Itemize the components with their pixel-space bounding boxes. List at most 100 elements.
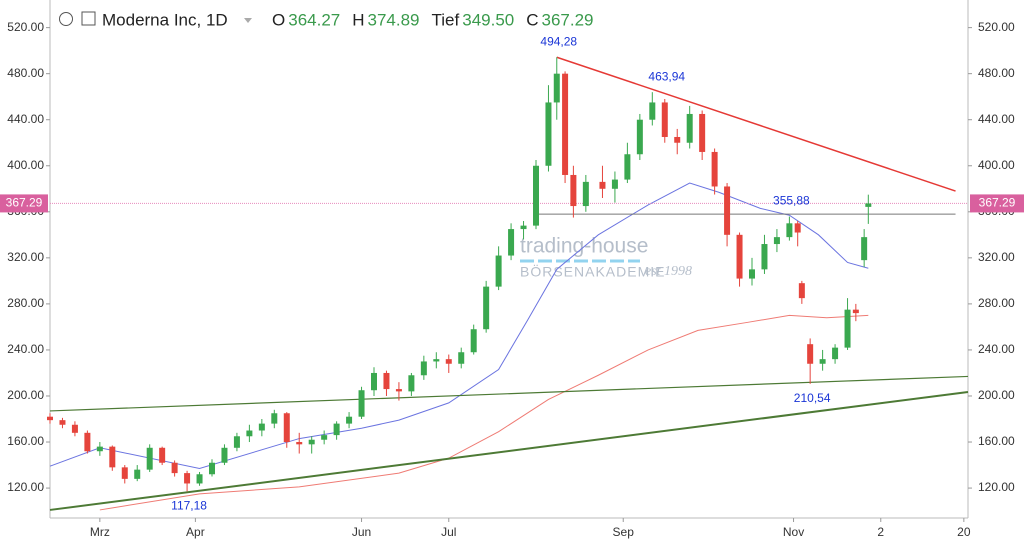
x-tick-label: 20 — [957, 525, 971, 539]
y-tick-label: 320.00 — [7, 250, 44, 264]
ohlc-value: 364.27 — [288, 10, 340, 29]
x-tick-label: Mrz — [90, 525, 110, 539]
ohlc-label: Tief — [432, 10, 460, 29]
candle-body — [861, 237, 868, 261]
candle-body — [96, 446, 103, 452]
y-tick-label: 400.00 — [7, 158, 44, 172]
candle-body — [819, 359, 826, 364]
candle-body — [483, 286, 490, 330]
y-tick-label: 440.00 — [7, 112, 44, 126]
y2-tick-label: 320.00 — [978, 250, 1015, 264]
candle-body — [159, 447, 166, 463]
candle-body — [749, 269, 755, 279]
candle-body — [134, 469, 141, 479]
candle-body — [246, 430, 253, 437]
candle-body — [209, 462, 215, 475]
candle-body — [109, 446, 116, 468]
candle-body — [346, 416, 353, 424]
candle-body — [71, 424, 78, 433]
candle-body — [711, 151, 718, 187]
dropdown-icon[interactable] — [244, 18, 252, 23]
last-price-label: 367.29 — [979, 196, 1016, 210]
x-tick-label: Sep — [613, 525, 635, 539]
candle-body — [761, 244, 768, 270]
y-tick-label: 520.00 — [7, 20, 44, 34]
candle-body — [865, 203, 872, 207]
y2-tick-label: 280.00 — [978, 296, 1015, 310]
trend-line — [49, 375, 969, 412]
collapse-icon[interactable] — [59, 12, 73, 26]
candle-body — [661, 102, 668, 137]
candle-body — [520, 225, 527, 230]
candle-body — [794, 223, 801, 233]
candle-body — [146, 447, 153, 470]
candle-body — [258, 423, 265, 431]
y-tick-label: 280.00 — [7, 296, 44, 310]
candle-body — [844, 309, 851, 348]
candle-body — [599, 181, 606, 189]
candle-body — [445, 359, 452, 364]
candle-body — [611, 179, 618, 189]
candle-body — [773, 237, 780, 245]
candle-body — [233, 436, 240, 448]
candle-body — [221, 447, 228, 463]
candle-body — [171, 462, 178, 474]
candle-body — [121, 467, 128, 479]
candle-body — [333, 423, 340, 436]
last-price-box — [0, 194, 48, 213]
ohlc-label: C — [526, 10, 538, 29]
annotation: 463,94 — [648, 69, 685, 83]
y-tick-label: 120.00 — [7, 480, 44, 494]
y-tick-label: 160.00 — [7, 434, 44, 448]
candle-body — [383, 372, 390, 390]
y2-tick-label: 240.00 — [978, 342, 1015, 356]
y2-tick-label: 400.00 — [978, 158, 1015, 172]
candle-body — [371, 372, 377, 391]
y2-tick-label: 480.00 — [978, 66, 1015, 80]
candle-body — [545, 102, 552, 166]
y2-tick-label: 160.00 — [978, 434, 1015, 448]
candle-body — [420, 361, 427, 376]
trend-line — [49, 390, 969, 511]
ohlc-label: O — [272, 10, 285, 29]
annotation: 355,88 — [773, 194, 810, 208]
x-tick-label: Jul — [441, 525, 456, 539]
watermark-sub: BÖRSENAKADEMIE — [520, 263, 665, 280]
candle-body — [533, 165, 539, 226]
candle-body — [196, 474, 203, 484]
candle-body — [686, 113, 693, 143]
annotation: 494,28 — [540, 34, 577, 48]
last-price-label: 367.29 — [6, 196, 43, 210]
y2-tick-label: 440.00 — [978, 112, 1015, 126]
candle-body — [636, 119, 643, 155]
header: Moderna Inc, 1D — [59, 10, 252, 29]
candle-body — [408, 375, 415, 392]
candle-body — [59, 420, 66, 425]
candle-body — [458, 352, 465, 364]
candle-body — [553, 73, 560, 103]
candle-body — [508, 229, 515, 256]
ohlc-value: 374.89 — [368, 10, 420, 29]
candle-body — [47, 416, 53, 421]
candle-body — [832, 347, 839, 360]
candle-body — [786, 223, 793, 238]
candle-body — [562, 73, 569, 175]
candle-body — [283, 413, 290, 443]
candle-body — [84, 432, 91, 452]
annotation: 117,18 — [171, 498, 207, 512]
candle-body — [358, 390, 365, 417]
x-tick-label: Jun — [352, 525, 371, 539]
candle-body — [296, 442, 303, 445]
y-tick-label: 200.00 — [7, 388, 44, 402]
candle-body — [570, 174, 577, 207]
y2-tick-label: 520.00 — [978, 20, 1015, 34]
ohlc-value: 367.29 — [542, 10, 594, 29]
ohlc-value: 349.50 — [462, 10, 514, 29]
x-tick-label: Nov — [783, 525, 804, 539]
moving-average — [99, 314, 869, 511]
candle-body — [649, 102, 656, 120]
add-icon[interactable] — [81, 11, 96, 26]
